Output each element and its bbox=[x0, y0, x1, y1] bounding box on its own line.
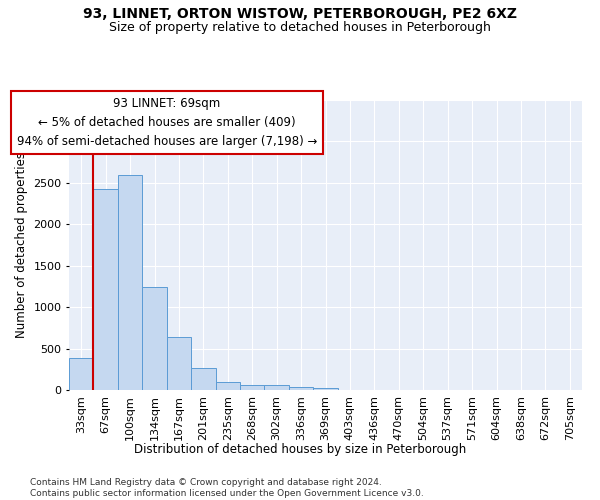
Bar bbox=[191, 368, 215, 390]
Text: Size of property relative to detached houses in Peterborough: Size of property relative to detached ho… bbox=[109, 22, 491, 35]
Bar bbox=[142, 288, 167, 390]
Text: Contains HM Land Registry data © Crown copyright and database right 2024.
Contai: Contains HM Land Registry data © Crown c… bbox=[30, 478, 424, 498]
Bar bbox=[240, 385, 265, 390]
Bar bbox=[118, 174, 142, 390]
Y-axis label: Number of detached properties: Number of detached properties bbox=[14, 152, 28, 338]
Text: Distribution of detached houses by size in Peterborough: Distribution of detached houses by size … bbox=[134, 442, 466, 456]
Bar bbox=[69, 358, 94, 390]
Bar bbox=[289, 386, 313, 390]
Bar bbox=[94, 190, 118, 390]
Bar bbox=[265, 386, 289, 390]
Bar bbox=[313, 388, 338, 390]
Bar bbox=[215, 382, 240, 390]
Bar bbox=[167, 337, 191, 390]
Text: 93 LINNET: 69sqm
← 5% of detached houses are smaller (409)
94% of semi-detached : 93 LINNET: 69sqm ← 5% of detached houses… bbox=[17, 97, 317, 148]
Text: 93, LINNET, ORTON WISTOW, PETERBOROUGH, PE2 6XZ: 93, LINNET, ORTON WISTOW, PETERBOROUGH, … bbox=[83, 8, 517, 22]
